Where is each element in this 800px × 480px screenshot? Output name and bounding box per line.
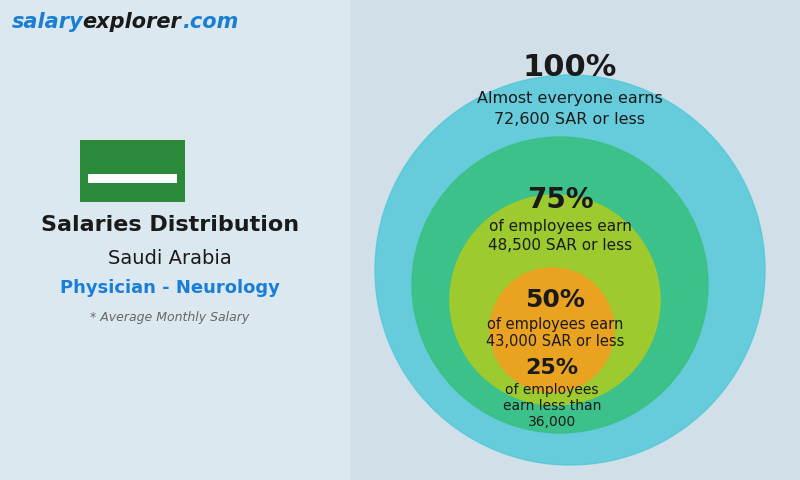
Text: Almost everyone earns: Almost everyone earns: [477, 91, 663, 106]
Circle shape: [450, 195, 660, 405]
Text: .com: .com: [182, 12, 238, 32]
Circle shape: [375, 75, 765, 465]
Bar: [350, 0, 800, 480]
Text: 50%: 50%: [525, 288, 585, 312]
Text: Physician - Neurology: Physician - Neurology: [60, 279, 280, 297]
Circle shape: [490, 268, 614, 392]
Text: of employees: of employees: [506, 383, 598, 397]
Text: explorer: explorer: [82, 12, 181, 32]
Text: 100%: 100%: [523, 53, 617, 83]
Circle shape: [412, 137, 708, 433]
Text: 43,000 SAR or less: 43,000 SAR or less: [486, 335, 624, 349]
Text: of employees earn: of employees earn: [487, 316, 623, 332]
Text: 75%: 75%: [526, 186, 594, 214]
Text: 36,000: 36,000: [528, 415, 576, 429]
Text: of employees earn: of employees earn: [489, 218, 631, 233]
Text: salary: salary: [12, 12, 84, 32]
Text: 72,600 SAR or less: 72,600 SAR or less: [494, 112, 646, 128]
Text: earn less than: earn less than: [503, 399, 601, 413]
Bar: [80, 140, 185, 202]
Text: * Average Monthly Salary: * Average Monthly Salary: [90, 312, 250, 324]
Text: Salaries Distribution: Salaries Distribution: [41, 215, 299, 235]
Text: Saudi Arabia: Saudi Arabia: [108, 249, 232, 267]
Bar: [88, 174, 177, 183]
Text: 25%: 25%: [526, 358, 578, 378]
Text: 48,500 SAR or less: 48,500 SAR or less: [488, 239, 632, 253]
